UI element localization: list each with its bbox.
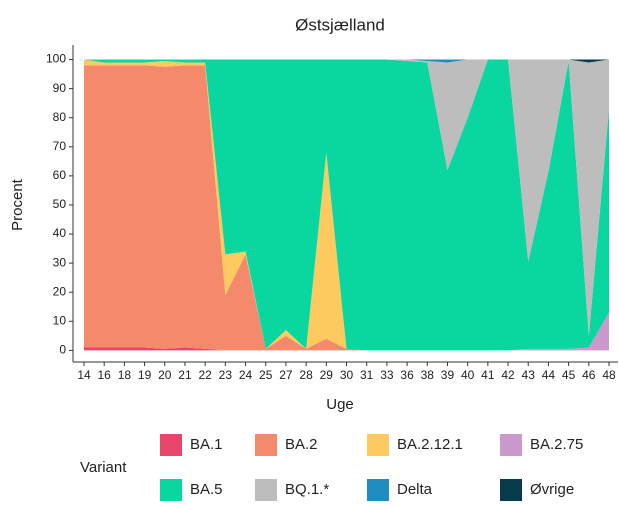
area — [84, 65, 609, 351]
x-tick-label: 43 — [522, 368, 536, 382]
x-tick-label: 46 — [582, 368, 596, 382]
area — [84, 347, 609, 351]
legend-key — [367, 479, 389, 501]
x-tick-label: 31 — [360, 368, 374, 382]
y-tick-label: 50 — [53, 197, 67, 211]
legend-key — [367, 434, 389, 456]
y-tick-label: 100 — [46, 52, 66, 66]
legend-label: BA.2.12.1 — [397, 436, 463, 453]
y-tick-label: 90 — [53, 81, 67, 95]
x-tick-label: 39 — [441, 368, 455, 382]
x-tick-label: 22 — [198, 368, 212, 382]
legend-title: Variant — [80, 459, 127, 476]
legend-label: BQ.1.* — [285, 481, 329, 498]
x-tick-label: 36 — [400, 368, 414, 382]
legend-label: BA.2 — [285, 436, 318, 453]
x-tick-label: 21 — [178, 368, 192, 382]
x-tick-label: 42 — [501, 368, 515, 382]
x-tick-label: 30 — [340, 368, 354, 382]
x-tick-label: 16 — [98, 368, 112, 382]
x-tick-label: 40 — [461, 368, 475, 382]
area — [84, 59, 609, 336]
y-tick-label: 30 — [53, 255, 67, 269]
x-tick-label: 29 — [320, 368, 334, 382]
y-tick-label: 40 — [53, 226, 67, 240]
legend-key — [160, 479, 182, 501]
y-tick-label: 0 — [59, 343, 66, 357]
x-tick-label: 19 — [138, 368, 152, 382]
x-tick-label: 18 — [118, 368, 132, 382]
x-tick-label: 23 — [219, 368, 233, 382]
x-tick-label: 48 — [602, 368, 616, 382]
legend-key — [255, 479, 277, 501]
x-tick-label: 27 — [279, 368, 293, 382]
x-tick-label: 33 — [380, 368, 394, 382]
y-tick-label: 60 — [53, 168, 67, 182]
y-tick-label: 10 — [53, 313, 67, 327]
area — [84, 59, 609, 351]
legend-label: BA.2.75 — [530, 436, 583, 453]
x-tick-label: 20 — [158, 368, 172, 382]
x-tick-label: 38 — [421, 368, 435, 382]
legend-label: Delta — [397, 481, 433, 498]
chart-title: Østsjælland — [295, 15, 385, 34]
x-tick-label: 14 — [77, 368, 91, 382]
y-axis-label: Procent — [9, 178, 26, 231]
x-tick-label: 45 — [562, 368, 576, 382]
x-tick-label: 24 — [239, 368, 253, 382]
x-axis-label: Uge — [326, 396, 354, 413]
y-tick-label: 20 — [53, 284, 67, 298]
x-tick-label: 28 — [299, 368, 313, 382]
legend-label: Øvrige — [530, 481, 574, 498]
legend-key — [500, 479, 522, 501]
x-tick-label: 44 — [542, 368, 556, 382]
y-tick-label: 70 — [53, 139, 67, 153]
legend-key — [160, 434, 182, 456]
x-tick-label: 25 — [259, 368, 273, 382]
legend-key — [255, 434, 277, 456]
legend-label: BA.1 — [190, 436, 223, 453]
y-tick-label: 80 — [53, 110, 67, 124]
legend-label: BA.5 — [190, 481, 223, 498]
legend-key — [500, 434, 522, 456]
x-tick-label: 41 — [481, 368, 495, 382]
